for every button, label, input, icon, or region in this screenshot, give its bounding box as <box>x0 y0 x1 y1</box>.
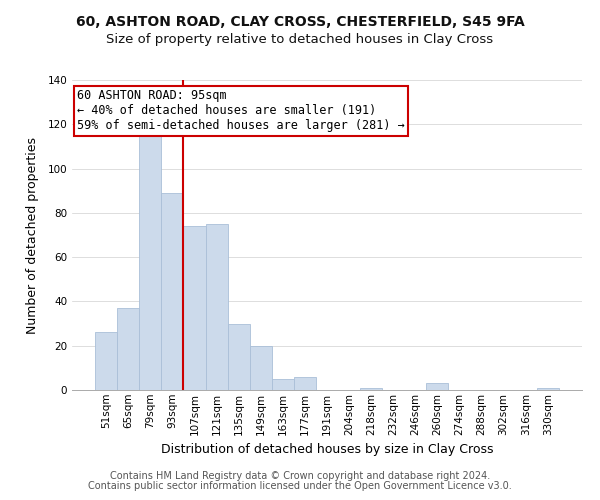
Bar <box>360 388 382 390</box>
Bar <box>537 388 559 390</box>
Bar <box>250 346 272 390</box>
Bar <box>206 224 227 390</box>
Bar <box>427 384 448 390</box>
Y-axis label: Number of detached properties: Number of detached properties <box>26 136 39 334</box>
Bar <box>294 376 316 390</box>
Text: 60 ASHTON ROAD: 95sqm
← 40% of detached houses are smaller (191)
59% of semi-det: 60 ASHTON ROAD: 95sqm ← 40% of detached … <box>77 90 405 132</box>
Bar <box>227 324 250 390</box>
Text: Contains public sector information licensed under the Open Government Licence v3: Contains public sector information licen… <box>88 481 512 491</box>
Bar <box>117 308 139 390</box>
Text: Contains HM Land Registry data © Crown copyright and database right 2024.: Contains HM Land Registry data © Crown c… <box>110 471 490 481</box>
Text: 60, ASHTON ROAD, CLAY CROSS, CHESTERFIELD, S45 9FA: 60, ASHTON ROAD, CLAY CROSS, CHESTERFIEL… <box>76 15 524 29</box>
Text: Size of property relative to detached houses in Clay Cross: Size of property relative to detached ho… <box>106 32 494 46</box>
Bar <box>95 332 117 390</box>
Bar <box>184 226 206 390</box>
Bar <box>161 193 184 390</box>
Bar <box>139 128 161 390</box>
X-axis label: Distribution of detached houses by size in Clay Cross: Distribution of detached houses by size … <box>161 443 493 456</box>
Bar <box>272 379 294 390</box>
